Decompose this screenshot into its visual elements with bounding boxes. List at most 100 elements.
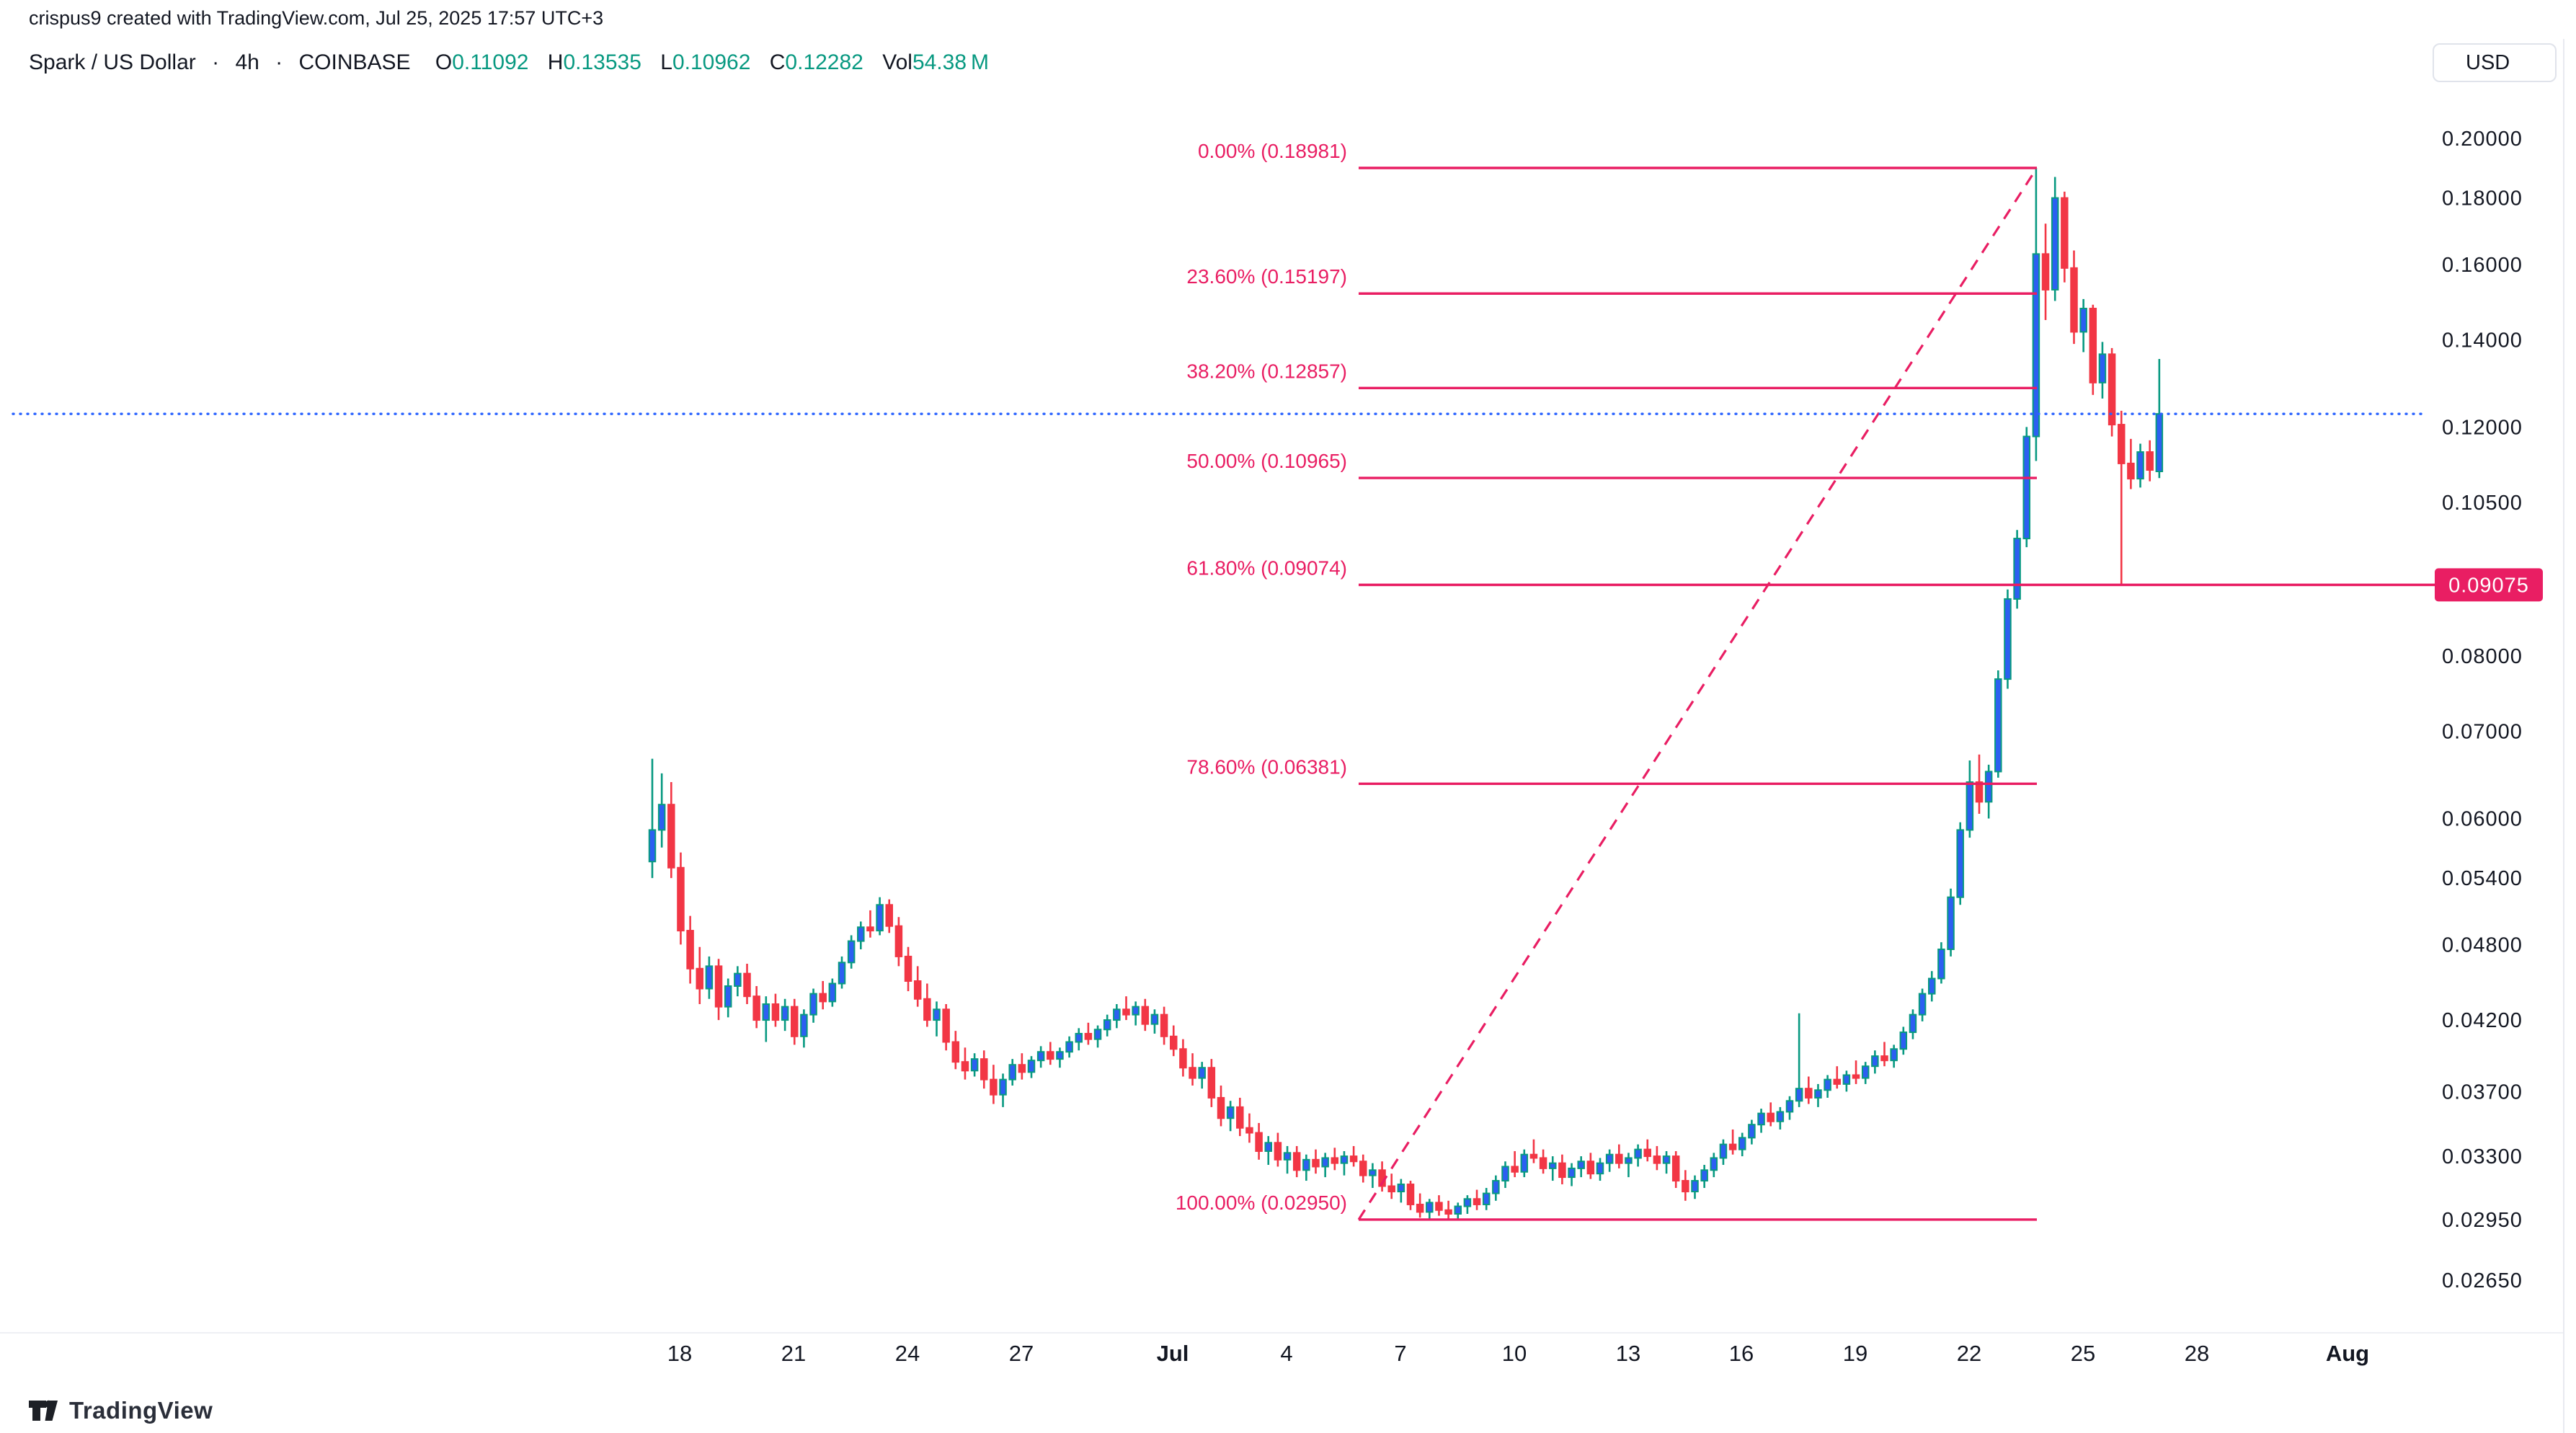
candlestick — [2004, 589, 2012, 689]
candlestick — [1539, 1149, 1547, 1174]
candle-body — [1349, 1155, 1358, 1163]
candlestick — [1387, 1174, 1395, 1199]
candlestick — [1369, 1163, 1377, 1189]
candle-body — [743, 972, 751, 998]
candle-body — [1236, 1106, 1244, 1129]
candle-body — [1861, 1065, 1870, 1079]
candle-body — [1340, 1155, 1349, 1164]
candlestick — [1671, 1150, 1680, 1189]
candlestick — [1018, 1053, 1026, 1080]
candle-body — [724, 985, 732, 1008]
candlestick — [857, 921, 865, 949]
candle-body — [847, 940, 856, 964]
tradingview-logo[interactable]: TradingView — [29, 1397, 213, 1424]
fib-level-label: 38.20% (0.12857) — [1186, 360, 1347, 382]
candle-body — [1103, 1019, 1111, 1031]
time-axis-label: Jul — [1157, 1341, 1189, 1366]
candlestick — [990, 1065, 998, 1104]
candle-body — [1871, 1055, 1879, 1068]
candle-body — [1539, 1157, 1547, 1169]
candlestick — [1501, 1161, 1509, 1189]
candlestick — [809, 988, 817, 1023]
candlestick — [2108, 347, 2116, 437]
candlestick — [800, 1009, 808, 1048]
candle-body — [1056, 1051, 1064, 1060]
candle-body — [2022, 435, 2030, 540]
candlestick — [2146, 440, 2154, 482]
price-axis-label: 0.10500 — [2442, 492, 2523, 515]
candlestick — [1492, 1175, 1500, 1201]
candle-body — [1093, 1029, 1102, 1040]
interval-label[interactable]: 4h — [235, 50, 259, 74]
candle-body — [648, 829, 657, 863]
candle-body — [1605, 1153, 1614, 1164]
candlestick — [1349, 1145, 1358, 1167]
candle-body — [1909, 1013, 1917, 1034]
candle-body — [857, 926, 865, 942]
candlestick — [1065, 1036, 1073, 1058]
candlestick — [1984, 764, 1993, 819]
currency-toggle-button[interactable]: USD — [2433, 43, 2557, 82]
symbol-title[interactable]: Spark / US Dollar — [29, 50, 196, 74]
candlestick — [734, 966, 742, 997]
candlestick — [1302, 1154, 1310, 1181]
candle-body — [1463, 1198, 1472, 1207]
candle-body — [1473, 1198, 1481, 1205]
fib-trend-line[interactable] — [1357, 167, 2038, 1220]
candle-body — [1302, 1158, 1310, 1171]
candle-body — [1520, 1153, 1529, 1173]
candlestick — [1075, 1028, 1083, 1051]
candlestick — [1586, 1153, 1595, 1179]
candlestick — [1861, 1062, 1870, 1084]
candlestick — [1217, 1085, 1225, 1127]
candlestick — [2089, 304, 2097, 395]
time-axis-label: 7 — [1394, 1341, 1406, 1366]
candlestick — [1027, 1056, 1036, 1078]
candlestick — [1264, 1136, 1272, 1166]
candlestick — [1113, 1003, 1121, 1029]
candle-body — [1928, 977, 1936, 995]
candle-body — [1018, 1064, 1026, 1073]
candlestick — [1482, 1188, 1491, 1210]
candlestick — [828, 978, 837, 1007]
candle-body — [1918, 993, 1927, 1016]
candlestick — [1577, 1156, 1585, 1178]
exchange-label: COINBASE — [298, 50, 411, 74]
candlestick — [1170, 1025, 1178, 1057]
candlestick — [1529, 1139, 1538, 1163]
candlestick — [1435, 1195, 1443, 1216]
candlestick — [819, 981, 827, 1010]
time-axis-label: 21 — [781, 1341, 806, 1366]
ohlc-high: H0.13535 — [547, 50, 641, 74]
candlestick — [1198, 1062, 1206, 1089]
candles-layer — [648, 168, 2164, 1220]
candlestick — [752, 986, 760, 1029]
candle-body — [2079, 307, 2087, 333]
price-axis-label: 0.05400 — [2442, 867, 2523, 890]
candle-body — [2041, 253, 2050, 290]
candlestick — [1331, 1148, 1339, 1171]
candlestick — [1814, 1083, 1822, 1107]
candle-body — [1369, 1169, 1377, 1176]
candlestick — [1710, 1153, 1718, 1178]
candle-body — [1795, 1088, 1803, 1102]
candlestick — [1738, 1132, 1746, 1157]
candlestick — [1444, 1200, 1452, 1220]
candlestick — [743, 963, 751, 1004]
time-axis-label: 4 — [1280, 1341, 1292, 1366]
candle-body — [1852, 1074, 1860, 1079]
candle-body — [2098, 353, 2107, 383]
candle-body — [1767, 1112, 1775, 1122]
fib-retracement-drawing: 0.00% (0.18981) 23.60% (0.15197) 38.20% (0… — [1176, 140, 2435, 1221]
candlestick — [980, 1050, 988, 1089]
candlestick — [1406, 1181, 1415, 1210]
candle-body — [1956, 829, 1964, 898]
candle-body — [1255, 1132, 1263, 1152]
candlestick — [1378, 1161, 1386, 1192]
candlestick — [1871, 1050, 1879, 1074]
price-axis-label: 0.02950 — [2442, 1209, 2523, 1232]
candlestick — [1047, 1042, 1054, 1065]
candle-body — [990, 1078, 998, 1096]
candle-body — [1947, 896, 1955, 950]
